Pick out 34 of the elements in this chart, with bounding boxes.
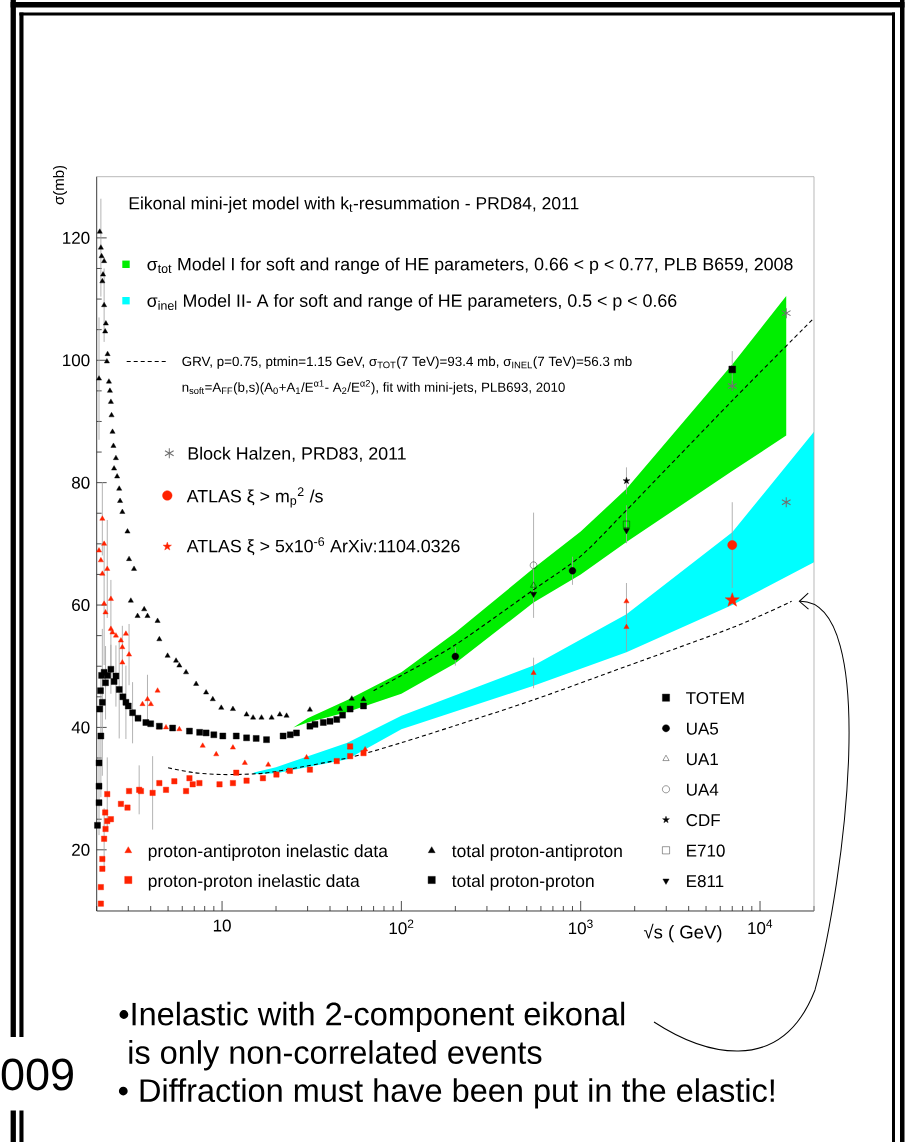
x-tick-label: 10$^{4}$ [748,919,773,935]
legend-label: proton-antiproton inelastic data [148,844,388,861]
legend-label: CDF [686,814,720,827]
legend-label: total proton-proton [451,874,594,891]
legend-label: GRV, p=0.75, ptmin=1.15 GeV, σ$_{TOT}$(7 TeV)=93.4 mb, σ$_{INEL}$(7 TeV)=56.3 mb [182,356,632,369]
text: Eikonal mini-jet model with k$_{t}$-resummation - PRD84, 2011 [129,196,579,213]
y-tick-label: 100 [63,354,90,367]
y-tick-label: 40 [71,721,90,734]
text: • Diffraction must have been put in the elastic! [118,1078,774,1109]
text: 009 [1,1058,73,1091]
legend-label: ATLAS ξ > m$_{p}$$^{2}$ /s [186,487,323,508]
x-axis-title: √s ( GeV) [643,923,722,943]
y-tick-label: 80 [72,476,90,489]
x-tick-label: 10$^{3}$ [568,919,593,935]
y-tick-label: 60 [72,599,90,612]
legend-label: E710 [687,844,725,857]
legend-label: TOTEM [686,692,744,705]
y-axis-title: σ(mb) [53,165,67,205]
legend-label: UA5 [687,722,719,735]
x-tick-label: 10 [213,919,231,932]
legend-label: σ$_{tot}$ Model I for soft and range of HE parameters, 0.66 < p < 0.77, PLB B659, 2008 [147,257,793,274]
text: •Inelastic with 2-component eikonal is only non-correlated events [119,1001,625,1071]
legend-label: UA4 [687,783,719,796]
legend-label: σ$_{inel}$ Model II- A for soft and range of HE parameters, 0.5 < p < 0.66 [147,293,677,311]
text: n$_{soft}$=A$_{FF}$(b,s)(A$_{0}$+A$_{1}$/E$^{α1}$- A$_{2}$/E$^{α2}$), fit with mini-jets, PLB693, 2010 [182,380,565,395]
legend-label: ATLAS ξ > 5x10$^{-6}$ ArXiv:1104.0326 [186,537,460,556]
x-tick-label: 10$^{2}$ [389,919,414,935]
legend-label: total proton-antiproton [451,844,622,861]
legend-label: Block Halzen, PRD83, 2011 [188,446,406,462]
y-tick-label: 120 [63,231,90,244]
y-tick-label: 20 [72,843,90,856]
legend-label: proton-proton inelastic data [148,874,360,891]
legend-label: UA1 [687,753,718,766]
legend-label: E811 [687,875,724,888]
